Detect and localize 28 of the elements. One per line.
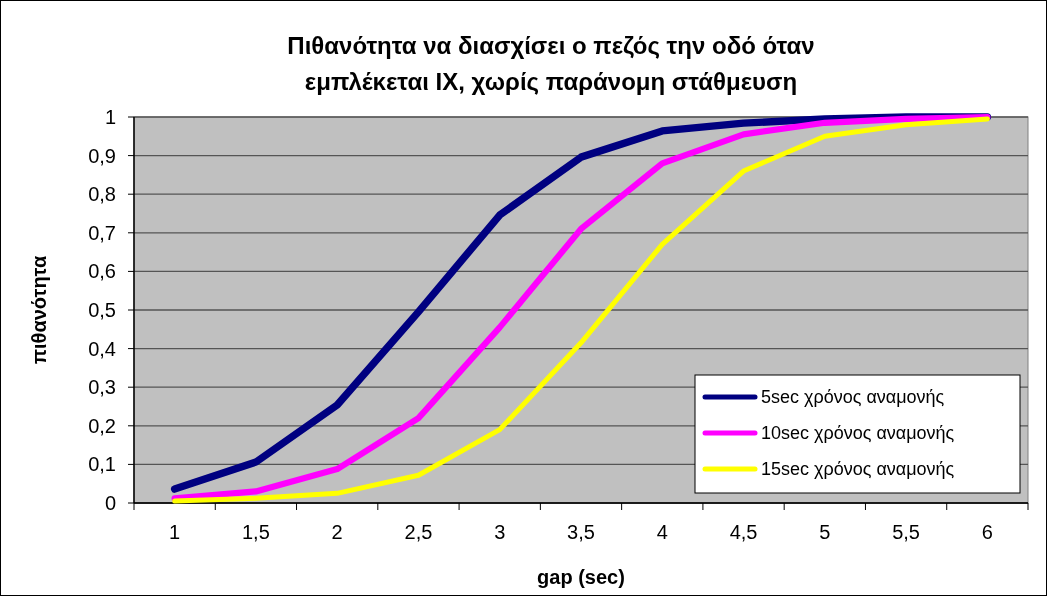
x-tick-label: 3 <box>494 521 506 543</box>
y-tick-label: 0,6 <box>88 260 116 283</box>
x-tick-label: 4 <box>656 521 668 543</box>
y-tick-label: 0,5 <box>88 299 116 321</box>
x-tick-label: 2 <box>331 521 343 543</box>
y-tick-label: 0 <box>104 492 116 514</box>
y-tick-label: 0,4 <box>88 337 116 360</box>
chart-title: Πιθανότητα να διασχίσει ο πεζός την οδό όταν εμπλέκεται ΙΧ, χωρίς παράνομη στάθμευση <box>287 32 815 95</box>
x-tick-label: 6 <box>981 521 993 543</box>
y-tick-label: 0,9 <box>88 144 116 167</box>
x-tick-label: 5,5 <box>892 521 920 543</box>
y-tick-label: 0,7 <box>88 221 116 244</box>
x-tick-label: 2,5 <box>404 521 433 543</box>
legend-label: 5sec χρόνος αναμονής <box>761 387 945 408</box>
x-axis-title: gap (sec) <box>537 566 625 588</box>
legend-label: 15sec χρόνος αναμονής <box>761 459 955 480</box>
legend-label: 10sec χρόνος αναμονής <box>761 423 955 444</box>
x-tick-label: 1 <box>169 521 181 543</box>
y-tick-label: 0,3 <box>88 376 116 399</box>
x-tick-label: 4,5 <box>729 521 758 543</box>
y-axis-title: πιθανότητα <box>28 255 50 365</box>
y-tick-label: 0,1 <box>88 453 116 476</box>
x-tick-label: 1,5 <box>242 521 270 543</box>
y-tick-label: 0,8 <box>88 183 116 206</box>
y-tick-label: 0,2 <box>88 414 116 437</box>
y-tick-label: 1 <box>104 106 116 128</box>
x-tick-label: 3,5 <box>567 521 595 543</box>
x-tick-label: 5 <box>819 521 831 543</box>
